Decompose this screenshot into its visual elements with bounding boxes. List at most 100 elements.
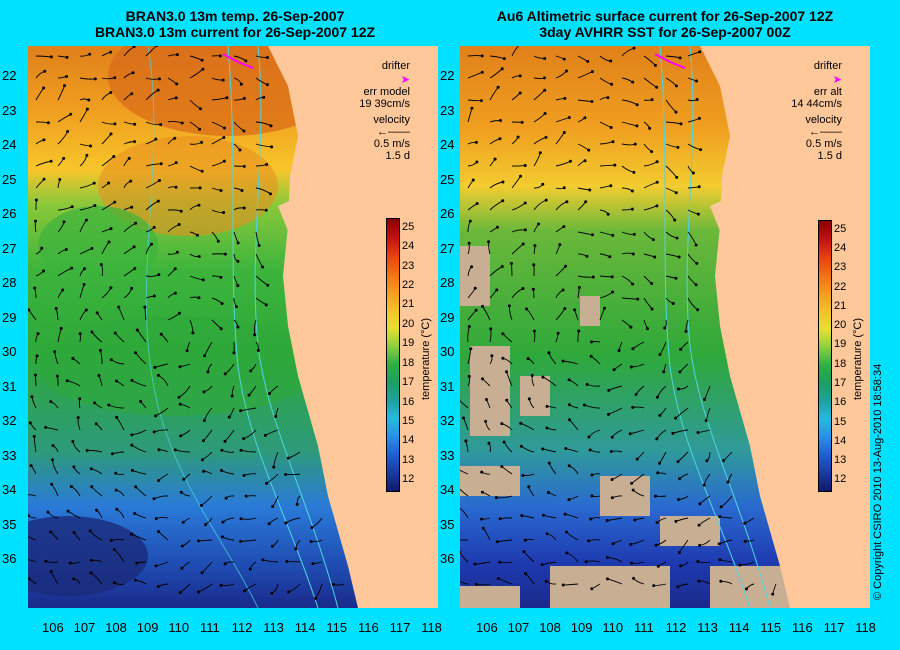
vector-head (501, 332, 505, 336)
vector-head (674, 84, 678, 88)
vector-head (675, 175, 679, 179)
vector-head (70, 205, 74, 209)
vector-head (500, 265, 504, 269)
vector-head (143, 305, 147, 309)
vector-head (42, 138, 46, 142)
vector-head (294, 547, 298, 551)
vector-head (157, 77, 161, 81)
vector-head (629, 542, 633, 546)
latitude-label-m-30: 30 (440, 344, 455, 359)
vector-head (274, 414, 278, 418)
vector-head (545, 532, 549, 536)
latitude-label-m-33: 33 (440, 447, 455, 463)
vector-head (107, 240, 111, 244)
vector-head (590, 233, 594, 237)
vector-head (44, 425, 48, 429)
vector-head (85, 153, 89, 157)
vector-head (541, 447, 545, 451)
vector-head (200, 571, 204, 575)
vector-head (95, 508, 99, 512)
vector-head (132, 245, 136, 249)
vector-head (541, 513, 545, 517)
latitude-label-m-24: 24 (440, 137, 455, 152)
vector-head (544, 579, 548, 583)
vector-head (540, 563, 544, 567)
vector-head (236, 241, 240, 245)
vector-head (85, 107, 89, 111)
vector-head (633, 142, 637, 146)
vector-head (64, 247, 68, 251)
vector-head (220, 301, 224, 305)
vector-head (674, 519, 678, 523)
vector-head (590, 587, 594, 591)
vector-head (130, 443, 134, 447)
vector-head (109, 538, 113, 542)
vector-head (563, 512, 567, 516)
vector-head (242, 206, 246, 210)
vector-head (494, 496, 498, 500)
latitude-label-m-36: 36 (440, 551, 455, 566)
vector-head (46, 121, 50, 125)
vector-head (268, 192, 272, 196)
legend-duration-right: 1.5 d (817, 150, 842, 162)
vector-head (115, 415, 119, 419)
vector-head (567, 418, 571, 422)
velocity-scale-arrow-icon-right: ←—— (809, 126, 842, 138)
vector-head (159, 162, 163, 166)
vector-head (66, 130, 70, 134)
vector-head (610, 275, 614, 279)
vector-head (696, 430, 700, 434)
vector-head (518, 74, 522, 78)
vector-head (239, 409, 243, 413)
vector-head (154, 414, 158, 418)
vector-head (662, 370, 666, 374)
vector-head (612, 368, 616, 372)
vector-head (35, 354, 39, 358)
vector-head (130, 286, 134, 290)
vector-head (493, 157, 497, 161)
vector-head (589, 354, 593, 358)
vector-head (175, 82, 179, 86)
vector-head (671, 301, 675, 305)
vector-head (173, 136, 177, 140)
current-vectors-right (460, 46, 777, 596)
vector-head (480, 470, 484, 474)
current-vector (28, 494, 37, 497)
vector-head (611, 140, 615, 144)
vector-head (87, 98, 91, 102)
longitude-label-l-108: 108 (105, 620, 127, 635)
vector-head (606, 212, 610, 216)
vector-head (243, 589, 247, 593)
vector-head (470, 265, 474, 269)
vector-head (567, 498, 571, 502)
colorbar-tick-l-16: 16 (402, 395, 415, 408)
longitude-label-r-114: 114 (728, 620, 750, 635)
vector-head (673, 218, 677, 222)
longitude-label-r-106: 106 (476, 620, 498, 635)
vector-head (567, 115, 571, 119)
vector-head (32, 434, 36, 438)
vector-head (630, 189, 634, 193)
vector-head (110, 452, 114, 456)
vector-head (519, 421, 523, 425)
vector-head (565, 200, 569, 204)
vector-head (543, 88, 547, 92)
latitude-label-m-32: 32 (440, 413, 455, 428)
current-vector (35, 55, 52, 58)
vector-head (94, 422, 98, 426)
vector-head (197, 203, 201, 207)
vector-head (65, 74, 69, 78)
vector-head (507, 304, 511, 308)
vector-head (526, 357, 530, 361)
longitude-label-l-114: 114 (294, 620, 316, 635)
latitude-label-l-26: 26 (2, 206, 17, 221)
vector-head (561, 288, 565, 292)
vector-head (69, 484, 73, 488)
legend-speed: 0.5 m/s (373, 138, 410, 150)
latitude-label-m-25: 25 (440, 171, 455, 187)
longitude-label-r-108: 108 (539, 620, 561, 635)
vector-head (113, 76, 117, 80)
vector-head (223, 126, 227, 130)
vector-head (72, 465, 76, 469)
vector-head (174, 161, 178, 165)
